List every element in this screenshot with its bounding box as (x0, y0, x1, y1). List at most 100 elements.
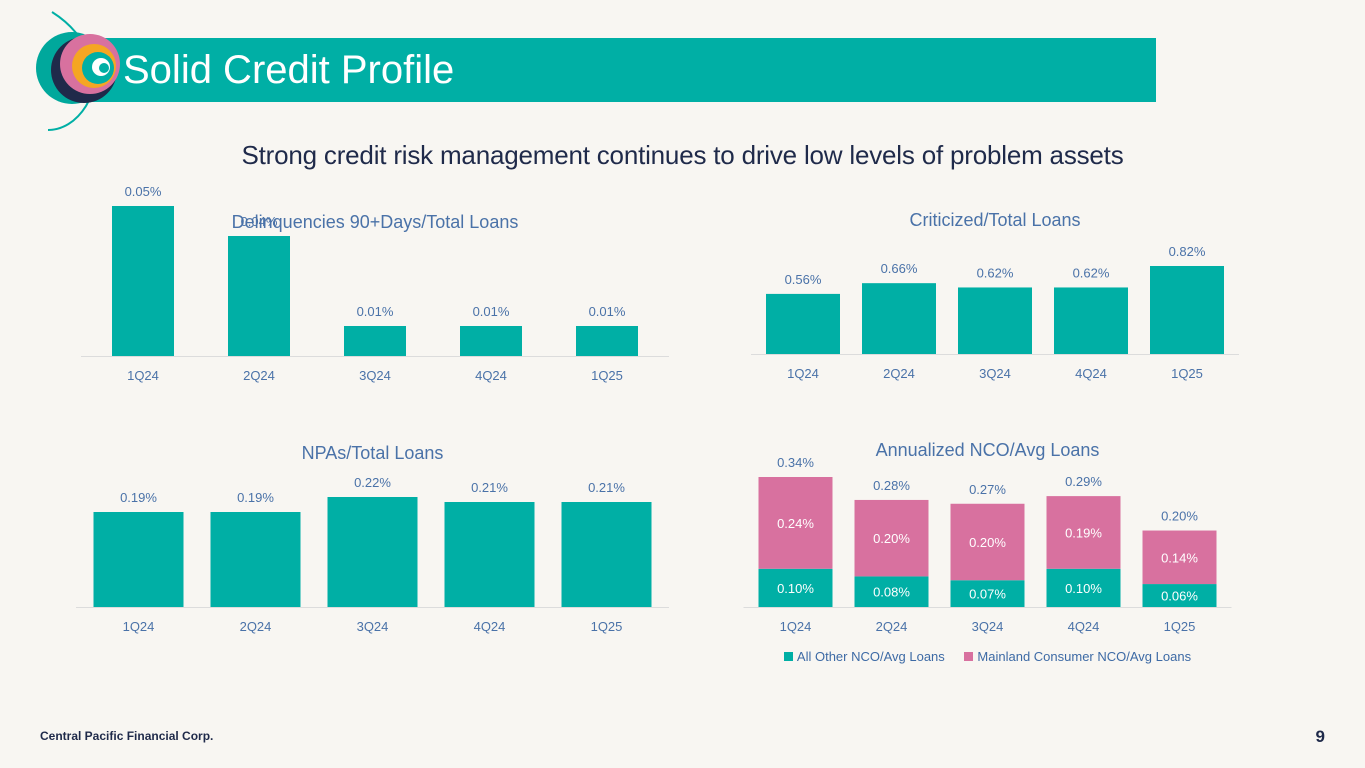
x-tick-label: 4Q24 (474, 619, 506, 634)
bar-segment (758, 477, 833, 569)
page-title: Solid Credit Profile (123, 48, 455, 92)
data-label: 0.21% (471, 480, 508, 495)
bar (862, 283, 936, 354)
bar (576, 326, 638, 356)
data-label: 0.04% (241, 214, 278, 229)
bar (1150, 266, 1224, 354)
company-logo-icon (36, 11, 120, 131)
total-label: 0.20% (1161, 509, 1198, 524)
bar (1054, 287, 1128, 354)
chart-nco-svg: 0.10% 0.24% 0.34% 1Q24 0.08% 0.20% 0.28% 2Q24 0.… (743, 455, 1232, 634)
x-tick-label: 3Q24 (357, 619, 389, 634)
bar (93, 512, 184, 607)
x-tick-label: 1Q25 (1171, 366, 1203, 381)
bar (327, 497, 418, 607)
chart-nco: Annualized NCO/Avg Loans 0.10% 0.24% 0.34%… (743, 440, 1232, 680)
bar-segment (1142, 530, 1217, 585)
segment-label: 0.07% (969, 587, 1006, 602)
chart-title: NPAs/Total Loans (301, 443, 444, 463)
x-tick-label: 1Q24 (780, 619, 812, 634)
x-tick-label: 4Q24 (475, 368, 507, 383)
data-label: 0.01% (589, 304, 626, 319)
data-label: 0.01% (473, 304, 510, 319)
legend-label: Mainland Consumer NCO/Avg Loans (977, 649, 1192, 664)
legend-label: All Other NCO/Avg Loans (796, 649, 945, 664)
chart-title: Annualized NCO/Avg Loans (875, 440, 1100, 460)
total-label: 0.34% (777, 455, 814, 470)
x-tick-label: 1Q24 (787, 366, 819, 381)
x-tick-label: 2Q24 (240, 619, 272, 634)
segment-label: 0.10% (1065, 581, 1102, 596)
segment-label: 0.19% (1065, 525, 1102, 540)
chart-criticized: Criticized/Total Loans 0.56% 1Q24 0.66% 2Q2… (745, 210, 1245, 400)
total-label: 0.27% (969, 482, 1006, 497)
legend-swatch (783, 652, 793, 661)
chart-criticized-svg: 0.56% 1Q24 0.66% 2Q24 0.62% 3Q24 0.62% 4Q24 0.82… (751, 244, 1239, 381)
bar-segment (950, 580, 1025, 607)
chart-title: Delinquencies 90+Days/Total Loans (231, 212, 519, 232)
bar (210, 512, 301, 607)
bar-segment (950, 503, 1025, 581)
bar (958, 287, 1032, 354)
x-tick-label: 2Q24 (883, 366, 915, 381)
total-label: 0.28% (873, 478, 910, 493)
legend-swatch (964, 652, 974, 661)
bar-segment (758, 568, 833, 607)
x-tick-label: 4Q24 (1075, 366, 1107, 381)
data-label: 0.01% (357, 304, 394, 319)
page-number: 9 (1315, 727, 1325, 746)
data-label: 0.22% (354, 475, 391, 490)
x-tick-label: 4Q24 (1068, 619, 1100, 634)
total-label: 0.29% (1065, 474, 1102, 489)
bar (460, 326, 522, 356)
x-tick-label: 2Q24 (876, 619, 908, 634)
x-tick-label: 1Q25 (591, 619, 623, 634)
data-label: 0.21% (588, 480, 625, 495)
chart-npas: NPAs/Total Loans 0.19% 1Q24 0.19% 2Q24 0.22%… (76, 443, 669, 643)
bar (228, 236, 290, 356)
x-tick-label: 1Q25 (591, 368, 623, 383)
x-tick-label: 1Q24 (127, 368, 159, 383)
title-bar (60, 38, 1156, 102)
segment-label: 0.20% (969, 535, 1006, 550)
bar (561, 502, 652, 607)
bar-segment (1142, 584, 1217, 607)
data-label: 0.66% (881, 261, 918, 276)
data-label: 0.56% (785, 272, 822, 287)
chart-delinquencies: Delinquencies 90+Days/Total Loans 0.05% 1… (81, 184, 669, 402)
data-label: 0.62% (1073, 265, 1110, 280)
x-tick-label: 3Q24 (359, 368, 391, 383)
data-label: 0.19% (120, 490, 157, 505)
chart-legend: All Other NCO/Avg Loans Mainland Consume… (745, 649, 1230, 664)
segment-label: 0.06% (1161, 589, 1198, 604)
chart-delinquencies-svg: 0.05% 1Q24 0.04% 2Q24 0.01% 3Q24 0.01% 4Q24 0.01… (81, 184, 669, 383)
footer-company: Central Pacific Financial Corp. (40, 729, 214, 743)
legend-item: All Other NCO/Avg Loans (783, 649, 945, 664)
bar (344, 326, 406, 356)
segment-label: 0.10% (777, 581, 814, 596)
x-tick-label: 3Q24 (979, 366, 1011, 381)
segment-label: 0.24% (777, 516, 814, 531)
x-tick-label: 3Q24 (972, 619, 1004, 634)
data-label: 0.05% (125, 184, 162, 199)
segment-label: 0.20% (873, 531, 910, 546)
x-tick-label: 1Q25 (1164, 619, 1196, 634)
slide-subtitle: Strong credit risk management continues … (241, 140, 1124, 170)
legend-item: Mainland Consumer NCO/Avg Loans (964, 649, 1191, 664)
data-label: 0.19% (237, 490, 274, 505)
bar (112, 206, 174, 356)
chart-npas-svg: 0.19% 1Q24 0.19% 2Q24 0.22% 3Q24 0.21% 4Q24 0.21… (76, 475, 669, 634)
bar-segment (1046, 568, 1121, 607)
bar-segment (1046, 496, 1121, 569)
bar (766, 293, 840, 354)
x-tick-label: 2Q24 (243, 368, 275, 383)
bar-segment (854, 576, 929, 607)
data-label: 0.82% (1169, 244, 1206, 259)
data-label: 0.62% (977, 265, 1014, 280)
chart-title: Criticized/Total Loans (909, 210, 1081, 230)
segment-label: 0.08% (873, 585, 910, 600)
x-tick-label: 1Q24 (123, 619, 155, 634)
segment-label: 0.14% (1161, 550, 1198, 565)
bar (444, 502, 535, 607)
bar-segment (854, 499, 929, 577)
